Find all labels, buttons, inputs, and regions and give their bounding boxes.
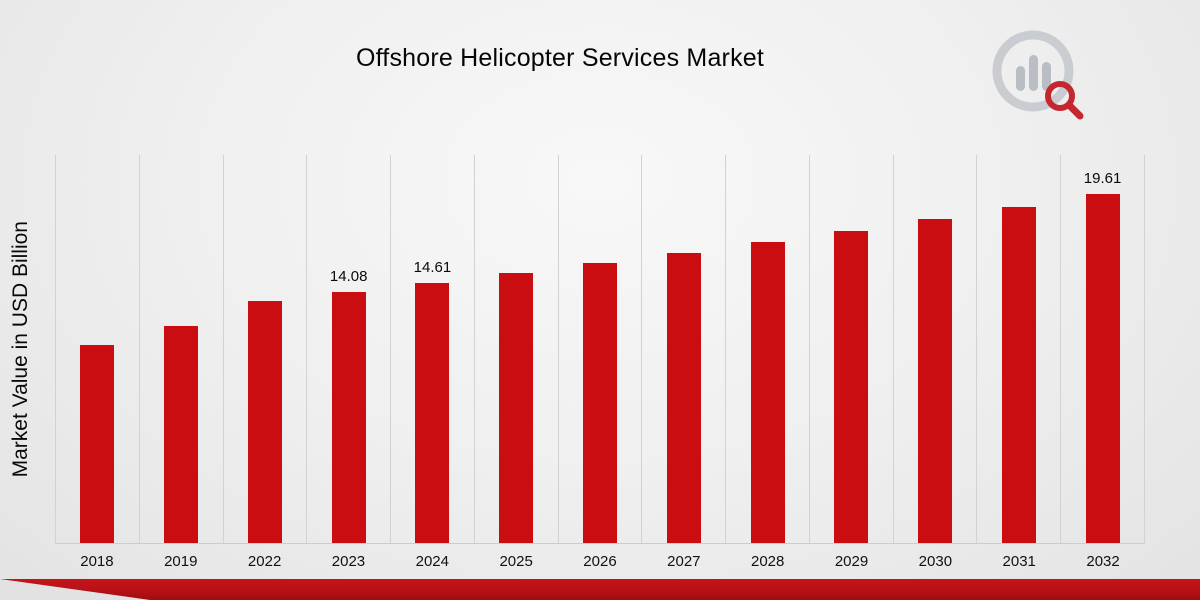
bar-2028 (750, 242, 785, 543)
x-tick-2032: 2032 (1086, 553, 1120, 570)
plot-area: 14.08 14.61 19.61 (55, 155, 1145, 544)
x-tick-2022: 2022 (247, 553, 282, 570)
footer-accent-strip (0, 579, 1200, 600)
logo-magnifier-handle-icon (1065, 101, 1084, 120)
bar-value-label-2023: 14.08 (329, 268, 368, 285)
x-tick-2023: 2023 (331, 553, 366, 570)
chart-column-2031 (976, 155, 1060, 543)
bar-value-label-2024: 14.61 (413, 259, 452, 276)
chart-column-2024: 14.61 (390, 155, 474, 543)
logo-bar-icon (1016, 66, 1025, 91)
chart-column-2030 (892, 155, 977, 543)
chart-column-2023: 14.08 (306, 155, 390, 543)
x-tick-2027: 2027 (667, 553, 701, 570)
y-axis-label: Market Value in USD Billion (9, 220, 32, 478)
chart-column-2026 (557, 155, 642, 543)
brand-logo (992, 30, 1084, 120)
bar-2027 (666, 253, 701, 543)
chart-column-2028 (725, 155, 809, 543)
chart-column-2027 (641, 155, 725, 543)
x-tick-2029: 2029 (834, 553, 869, 570)
chart-column-2018 (55, 155, 139, 543)
bar-2024 (415, 283, 450, 543)
x-tick-2026: 2026 (583, 553, 617, 570)
bar-2026 (582, 263, 617, 543)
x-tick-2019: 2019 (164, 553, 198, 570)
y-axis-label-container: Market Value in USD Billion (4, 155, 38, 543)
logo-bar-icon (1029, 55, 1038, 91)
bar-value-label-2032: 19.61 (1083, 170, 1122, 187)
x-tick-2025: 2025 (499, 553, 533, 570)
logo-magnifier-icon (1045, 81, 1075, 111)
bar-2030 (918, 219, 953, 543)
chart-column-2022 (222, 155, 307, 543)
chart-column-2029 (808, 155, 893, 543)
bar-2018 (80, 345, 115, 543)
x-tick-2028: 2028 (750, 553, 785, 570)
chart-column-2025 (473, 155, 558, 543)
logo-ring-icon (992, 30, 1074, 112)
bar-2025 (499, 273, 534, 543)
x-tick-2031: 2031 (1002, 553, 1036, 570)
x-tick-2030: 2030 (918, 553, 953, 570)
bar-2032 (1085, 194, 1120, 543)
bar-2029 (834, 231, 869, 543)
bar-2023 (331, 292, 366, 543)
x-tick-2018: 2018 (80, 553, 114, 570)
chart-column-2019 (138, 155, 223, 543)
bar-2022 (247, 301, 282, 543)
chart-column-2032: 19.61 (1060, 155, 1145, 543)
bar-2019 (164, 326, 199, 543)
chart-title: Offshore Helicopter Services Market (355, 44, 765, 72)
x-axis-labels: 2018 2019 2022 2023 2024 2025 2026 2027 2028 2029… (55, 549, 1145, 570)
logo-bar-icon (1042, 62, 1051, 91)
bar-2031 (1001, 207, 1036, 543)
x-tick-2024: 2024 (415, 553, 449, 570)
